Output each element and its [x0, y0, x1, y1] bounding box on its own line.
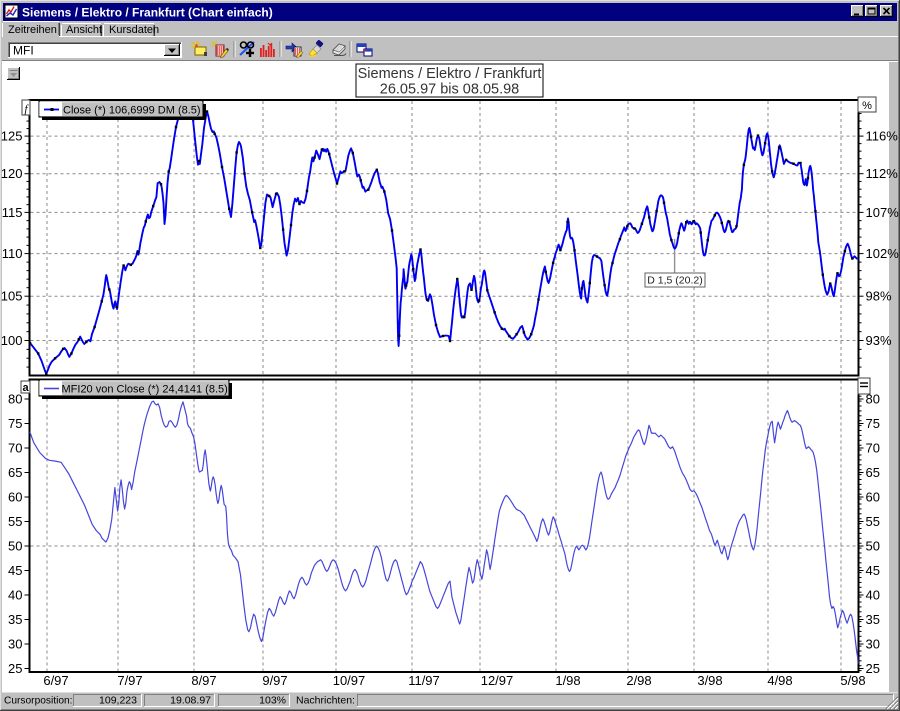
- svg-text:D 1,5 (20.2): D 1,5 (20.2): [647, 275, 702, 287]
- svg-text:25: 25: [866, 661, 880, 676]
- svg-text:120: 120: [1, 166, 23, 181]
- svg-text:70: 70: [866, 441, 880, 456]
- svg-text:102%: 102%: [866, 246, 900, 261]
- svg-text:70: 70: [8, 441, 22, 456]
- svg-text:100: 100: [1, 333, 23, 348]
- svg-text:3/98: 3/98: [697, 673, 722, 688]
- svg-text:35: 35: [866, 612, 880, 627]
- svg-text:a: a: [22, 382, 29, 394]
- svg-text:26.05.97 bis 08.05.98: 26.05.97 bis 08.05.98: [380, 82, 519, 98]
- svg-text:Ansicht: Ansicht: [66, 24, 102, 36]
- svg-text:93%: 93%: [866, 333, 892, 348]
- svg-text:80: 80: [866, 392, 880, 407]
- svg-text:6/97: 6/97: [43, 673, 68, 688]
- svg-text:9/97: 9/97: [262, 673, 287, 688]
- svg-text:25: 25: [8, 661, 22, 676]
- svg-text:60: 60: [866, 490, 880, 505]
- svg-text:Siemens / Elektro / Frankfurt: Siemens / Elektro / Frankfurt (Chart ein…: [22, 6, 273, 20]
- svg-text:103%: 103%: [259, 695, 286, 707]
- svg-text:Zeitreihen: Zeitreihen: [8, 24, 57, 36]
- svg-text:%: %: [862, 100, 872, 112]
- svg-text:75: 75: [866, 416, 880, 431]
- svg-text:30: 30: [866, 637, 880, 652]
- svg-text:80: 80: [8, 392, 22, 407]
- svg-text:50: 50: [8, 539, 22, 554]
- svg-text:109,223: 109,223: [99, 695, 137, 707]
- svg-text:12/97: 12/97: [481, 673, 514, 688]
- svg-text:Siemens / Elektro / Frankfurt: Siemens / Elektro / Frankfurt: [358, 66, 542, 82]
- svg-text:55: 55: [8, 514, 22, 529]
- svg-text:65: 65: [866, 465, 880, 480]
- svg-text:Nachrichten:: Nachrichten:: [296, 695, 355, 707]
- svg-text:75: 75: [8, 416, 22, 431]
- svg-text:116%: 116%: [866, 129, 899, 144]
- svg-text:40: 40: [8, 588, 22, 603]
- svg-text:65: 65: [8, 465, 22, 480]
- svg-text:60: 60: [8, 490, 22, 505]
- svg-text:7/97: 7/97: [117, 673, 142, 688]
- svg-text:35: 35: [8, 612, 22, 627]
- svg-text:f: f: [24, 103, 29, 115]
- svg-text:110: 110: [2, 246, 23, 261]
- svg-text:107%: 107%: [866, 205, 900, 220]
- svg-text:2/98: 2/98: [626, 673, 651, 688]
- svg-text:115: 115: [2, 205, 23, 220]
- svg-text:50: 50: [866, 539, 880, 554]
- svg-text:55: 55: [866, 514, 880, 529]
- svg-text:105: 105: [1, 289, 23, 304]
- svg-text:8/97: 8/97: [191, 673, 216, 688]
- svg-text:Kursdaten: Kursdaten: [109, 24, 159, 36]
- svg-text:45: 45: [8, 563, 22, 578]
- svg-text:11/97: 11/97: [408, 673, 440, 688]
- svg-text:Close (*) 106,6999 DM (8.5): Close (*) 106,6999 DM (8.5): [63, 105, 201, 117]
- svg-text:10/97: 10/97: [333, 673, 366, 688]
- svg-text:30: 30: [8, 637, 22, 652]
- svg-text:4/98: 4/98: [767, 673, 792, 688]
- svg-text:MFI: MFI: [13, 44, 34, 58]
- svg-text:1/98: 1/98: [555, 673, 580, 688]
- svg-text:40: 40: [866, 588, 880, 603]
- svg-text:125: 125: [1, 129, 23, 144]
- svg-text:19.08.97: 19.08.97: [170, 695, 211, 707]
- svg-text:98%: 98%: [866, 289, 892, 304]
- svg-text:45: 45: [866, 563, 880, 578]
- svg-text:MFI20 von Close (*) 24,4141 (8: MFI20 von Close (*) 24,4141 (8.5): [62, 384, 228, 396]
- svg-text:112%: 112%: [866, 166, 899, 181]
- svg-text:5/98: 5/98: [840, 673, 865, 688]
- svg-text:Cursorposition:: Cursorposition:: [4, 696, 73, 707]
